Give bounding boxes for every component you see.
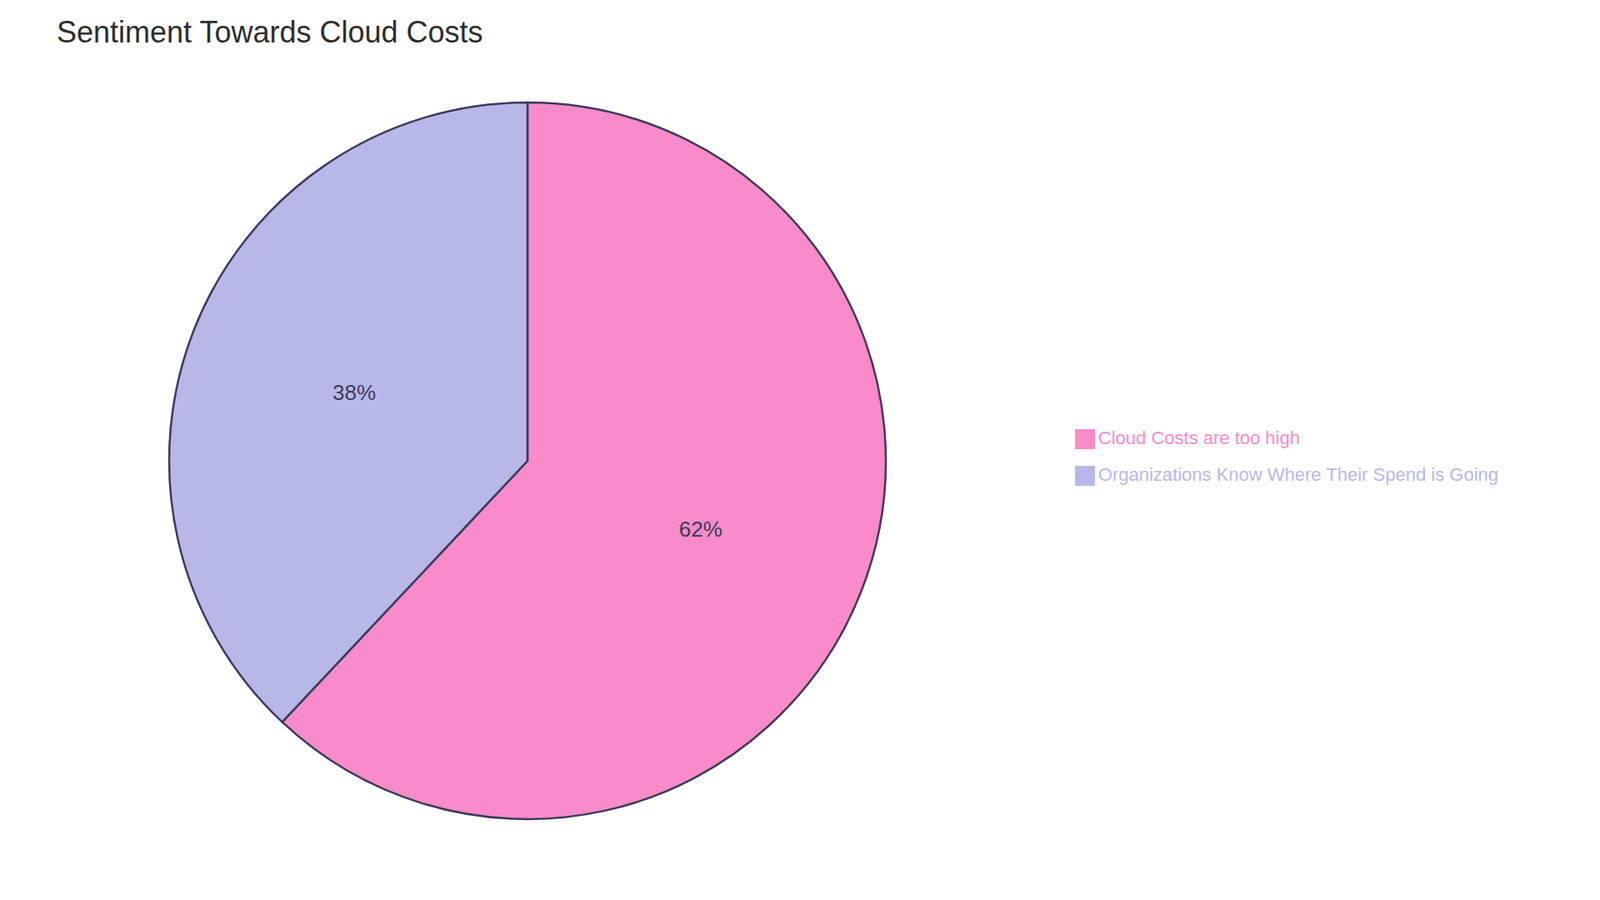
html-text:Sentiment Towards Cloud Costs: Sentiment Towards Cloud Costs [56, 15, 483, 50]
html-text:Organizations Know Where Their: Organizations Know Where Their Spend is … [1098, 464, 1499, 485]
html-text:Cloud Costs are too high: Cloud Costs are too high [1098, 427, 1300, 449]
svg-text:38%: 38% [332, 380, 376, 405]
svg-text:62%: 62% [679, 516, 723, 542]
